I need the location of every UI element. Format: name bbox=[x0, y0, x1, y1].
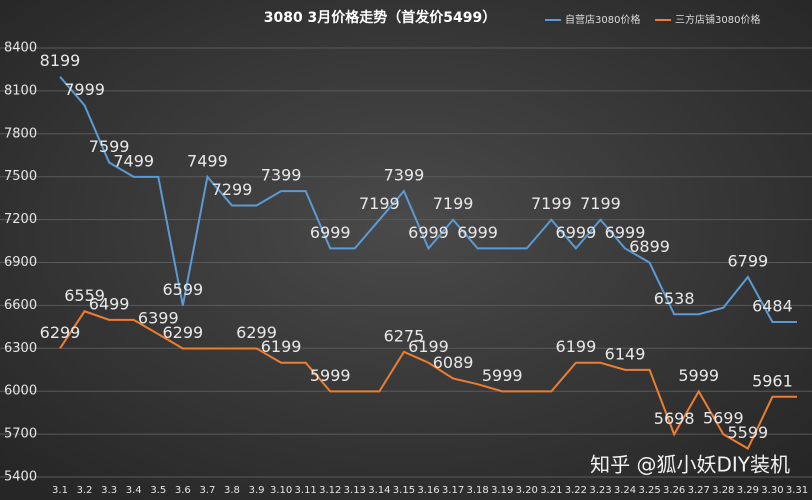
x-tick-label: 3.8 bbox=[224, 485, 240, 496]
x-tick-label: 3.21 bbox=[540, 485, 562, 496]
x-tick-label: 3.20 bbox=[516, 485, 538, 496]
data-label: 6299 bbox=[162, 323, 203, 342]
x-tick-label: 3.7 bbox=[199, 485, 215, 496]
y-tick-label: 6900 bbox=[4, 255, 37, 270]
x-tick-label: 3.2 bbox=[77, 485, 93, 496]
x-tick-label: 3.22 bbox=[565, 485, 587, 496]
data-label: 6275 bbox=[384, 326, 425, 345]
series-line bbox=[59, 310, 797, 450]
x-tick-label: 3.26 bbox=[663, 485, 685, 496]
x-tick-label: 3.1 bbox=[52, 485, 68, 496]
data-label: 7199 bbox=[531, 194, 572, 213]
x-tick-label: 3.29 bbox=[737, 485, 759, 496]
x-tick-label: 3.28 bbox=[712, 485, 734, 496]
chart-title: 3080 3月价格走势（首发价5499） bbox=[264, 9, 497, 26]
y-tick-label: 7200 bbox=[4, 212, 37, 227]
x-tick-label: 3.18 bbox=[467, 485, 489, 496]
data-label: 6299 bbox=[40, 323, 81, 342]
x-tick-label: 3.3 bbox=[101, 485, 117, 496]
data-label: 6199 bbox=[556, 337, 597, 356]
x-tick-label: 3.15 bbox=[393, 485, 415, 496]
x-tick-label: 3.10 bbox=[270, 485, 292, 496]
y-tick-label: 6600 bbox=[4, 298, 37, 313]
data-label: 5999 bbox=[310, 366, 351, 385]
data-label: 6199 bbox=[261, 337, 302, 356]
x-tick-label: 3.16 bbox=[417, 485, 439, 496]
data-label: 7199 bbox=[580, 194, 621, 213]
data-label: 6499 bbox=[89, 294, 130, 313]
data-label: 7599 bbox=[89, 137, 130, 156]
data-label: 6484 bbox=[752, 296, 793, 315]
data-label: 6999 bbox=[310, 223, 351, 242]
data-label: 6199 bbox=[408, 337, 449, 356]
data-label: 5999 bbox=[482, 366, 523, 385]
y-tick-label: 8400 bbox=[4, 41, 37, 56]
data-label: 5961 bbox=[752, 371, 793, 390]
x-tick-label: 3.25 bbox=[638, 485, 660, 496]
data-label: 5698 bbox=[654, 409, 695, 428]
data-label: 6089 bbox=[433, 353, 474, 372]
y-tick-label: 6000 bbox=[4, 384, 37, 399]
x-tick-label: 3.24 bbox=[614, 485, 636, 496]
x-tick-label: 3.30 bbox=[761, 485, 783, 496]
x-tick-label: 3.19 bbox=[491, 485, 513, 496]
data-label: 6538 bbox=[654, 289, 695, 308]
data-label: 5599 bbox=[728, 423, 769, 442]
data-label: 7199 bbox=[433, 194, 474, 213]
x-tick-label: 3.23 bbox=[589, 485, 611, 496]
x-tick-label: 3.13 bbox=[344, 485, 366, 496]
data-label: 7399 bbox=[261, 166, 302, 185]
series-line bbox=[59, 76, 797, 323]
y-tick-label: 5700 bbox=[4, 427, 37, 442]
data-label: 7399 bbox=[384, 166, 425, 185]
data-label: 6599 bbox=[162, 280, 203, 299]
legend-label: 三方店铺3080价格 bbox=[675, 13, 760, 26]
x-tick-label: 3.9 bbox=[249, 485, 265, 496]
data-label: 6299 bbox=[236, 323, 277, 342]
data-label: 7499 bbox=[113, 151, 154, 170]
y-tick-label: 6300 bbox=[4, 341, 37, 356]
x-tick-label: 3.5 bbox=[150, 485, 166, 496]
legend-label: 自营店3080价格 bbox=[565, 13, 640, 26]
data-label: 6399 bbox=[138, 309, 179, 328]
y-tick-label: 5400 bbox=[4, 470, 37, 485]
data-label: 5699 bbox=[703, 409, 744, 428]
x-tick-label: 3.31 bbox=[786, 485, 808, 496]
x-tick-label: 3.6 bbox=[175, 485, 191, 496]
data-label: 6999 bbox=[605, 223, 646, 242]
x-tick-label: 3.14 bbox=[368, 485, 390, 496]
data-label: 7999 bbox=[64, 80, 105, 99]
data-label: 7199 bbox=[359, 194, 400, 213]
x-tick-label: 3.27 bbox=[688, 485, 710, 496]
x-tick-label: 3.11 bbox=[295, 485, 317, 496]
data-label: 5999 bbox=[678, 366, 719, 385]
x-tick-label: 3.12 bbox=[319, 485, 341, 496]
y-tick-label: 8100 bbox=[4, 83, 37, 98]
data-label: 7299 bbox=[212, 180, 253, 199]
data-label: 6999 bbox=[556, 223, 597, 242]
x-tick-label: 3.17 bbox=[442, 485, 464, 496]
y-tick-label: 7500 bbox=[4, 169, 37, 184]
data-label: 7499 bbox=[187, 151, 228, 170]
data-label: 8199 bbox=[40, 51, 81, 70]
data-label: 6999 bbox=[457, 223, 498, 242]
data-label: 6899 bbox=[629, 237, 670, 256]
data-label: 6559 bbox=[64, 286, 105, 305]
watermark: 知乎 @狐小妖DIY装机 bbox=[590, 453, 790, 477]
data-label: 6999 bbox=[408, 223, 449, 242]
y-tick-label: 7800 bbox=[4, 126, 37, 141]
data-label: 6799 bbox=[728, 251, 769, 270]
data-label: 6149 bbox=[605, 344, 646, 363]
x-tick-label: 3.4 bbox=[126, 485, 142, 496]
